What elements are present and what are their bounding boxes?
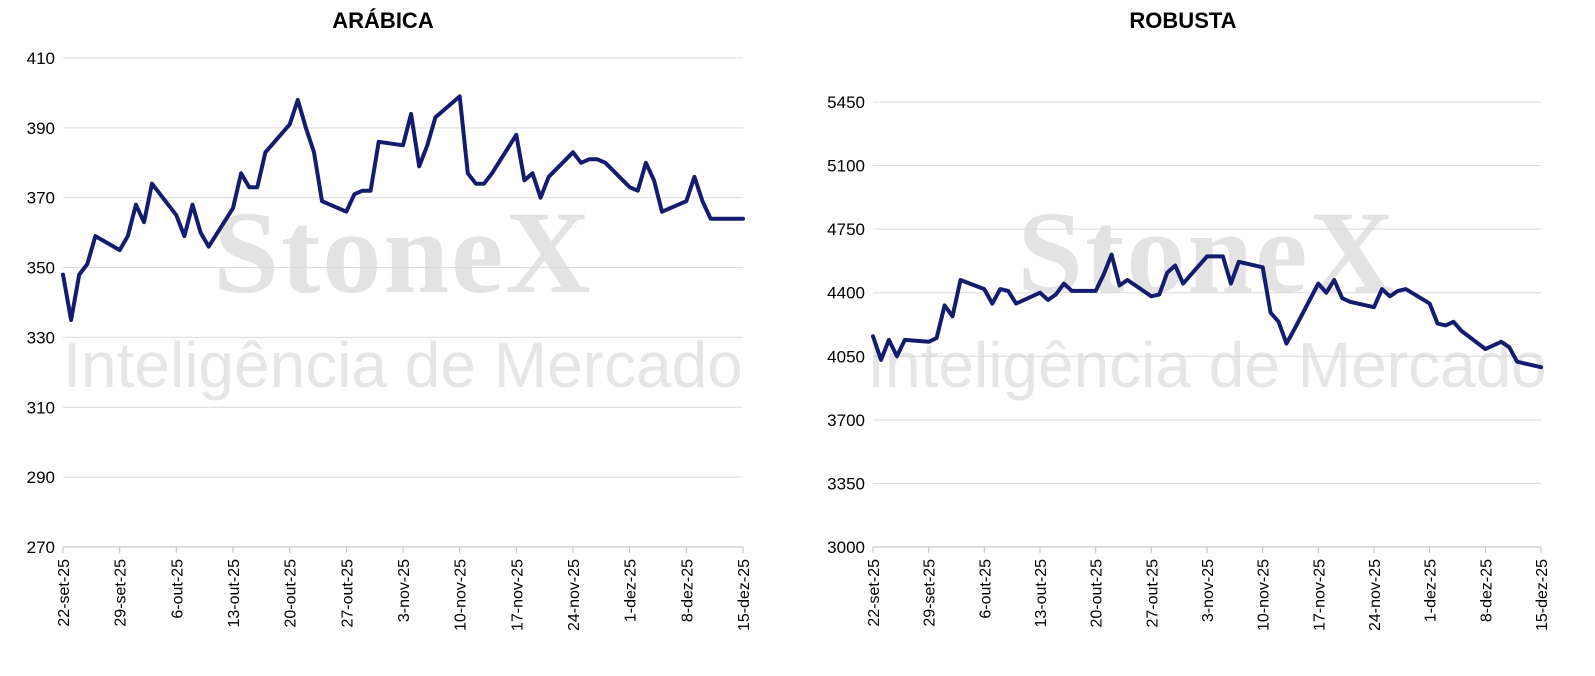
y-tick-label: 330 xyxy=(27,328,55,347)
x-tick-label: 17-nov-25 xyxy=(1311,559,1328,631)
y-tick-label: 370 xyxy=(27,189,55,208)
watermark: StoneX® Inteligência de Mercado xyxy=(867,187,1547,401)
x-tick-label: 3-nov-25 xyxy=(1200,559,1217,622)
chart-title: ROBUSTA xyxy=(1129,8,1236,33)
x-tick-label: 10-nov-25 xyxy=(1256,559,1273,631)
y-tick-label: 3350 xyxy=(827,474,865,493)
x-tick-label: 27-out-25 xyxy=(339,559,356,628)
x-tick-label: 15-dez-25 xyxy=(1534,559,1551,631)
x-tick-label: 15-dez-25 xyxy=(736,559,753,631)
chart-title: ARÁBICA xyxy=(332,8,434,33)
robusta-price-line xyxy=(871,252,1543,370)
watermark-registered: ® xyxy=(568,217,577,231)
watermark-tagline: Inteligência de Mercado xyxy=(63,329,743,401)
arabica-chart: StoneX® Inteligência de Mercado ARÁBICA 270… xyxy=(27,8,753,631)
arabica-price-line xyxy=(61,94,745,322)
x-tick-label: 1-dez-25 xyxy=(1423,559,1440,622)
y-tick-label: 4750 xyxy=(827,220,865,239)
x-tick-label: 20-out-25 xyxy=(1089,559,1106,628)
x-tick-label: 24-nov-25 xyxy=(566,559,583,631)
x-tick-label: 27-out-25 xyxy=(1144,559,1161,628)
watermark: StoneX® Inteligência de Mercado xyxy=(63,187,743,401)
y-tick-label: 5450 xyxy=(827,93,865,112)
y-tick-label: 5100 xyxy=(827,157,865,176)
x-tick-label: 29-set-25 xyxy=(113,559,130,627)
y-tick-label: 3000 xyxy=(827,538,865,557)
robusta-chart: StoneX® Inteligência de Mercado ROBUSTA 300… xyxy=(827,8,1551,631)
watermark-brand: StoneX xyxy=(1017,187,1396,318)
x-tick-label: 24-nov-25 xyxy=(1367,559,1384,631)
x-tick-label: 8-dez-25 xyxy=(679,559,696,622)
y-tick-label: 310 xyxy=(27,398,55,417)
x-tick-label: 13-out-25 xyxy=(226,559,243,628)
watermark-tagline: Inteligência de Mercado xyxy=(867,329,1547,401)
x-tick-label: 13-out-25 xyxy=(1033,559,1050,628)
y-tick-label: 3700 xyxy=(827,411,865,430)
x-tick-label: 20-out-25 xyxy=(283,559,300,628)
x-tick-label: 3-nov-25 xyxy=(396,559,413,622)
y-tick-label: 270 xyxy=(27,538,55,557)
x-tick-label: 17-nov-25 xyxy=(509,559,526,631)
watermark-brand: StoneX xyxy=(213,187,592,318)
x-tick-label: 1-dez-25 xyxy=(623,559,640,622)
x-tick-label: 6-out-25 xyxy=(977,559,994,619)
y-tick-label: 4400 xyxy=(827,284,865,303)
y-tick-label: 4050 xyxy=(827,347,865,366)
y-tick-label: 350 xyxy=(27,259,55,278)
x-tick-label: 22-set-25 xyxy=(866,559,883,627)
x-tick-label: 6-out-25 xyxy=(169,559,186,619)
x-tick-label: 8-dez-25 xyxy=(1478,559,1495,622)
y-tick-label: 290 xyxy=(27,468,55,487)
x-tick-label: 22-set-25 xyxy=(56,559,73,627)
watermark-registered: ® xyxy=(1372,217,1381,231)
x-tick-label: 10-nov-25 xyxy=(453,559,470,631)
y-tick-label: 410 xyxy=(27,49,55,68)
x-tick-label: 29-set-25 xyxy=(922,559,939,627)
y-tick-label: 390 xyxy=(27,119,55,138)
